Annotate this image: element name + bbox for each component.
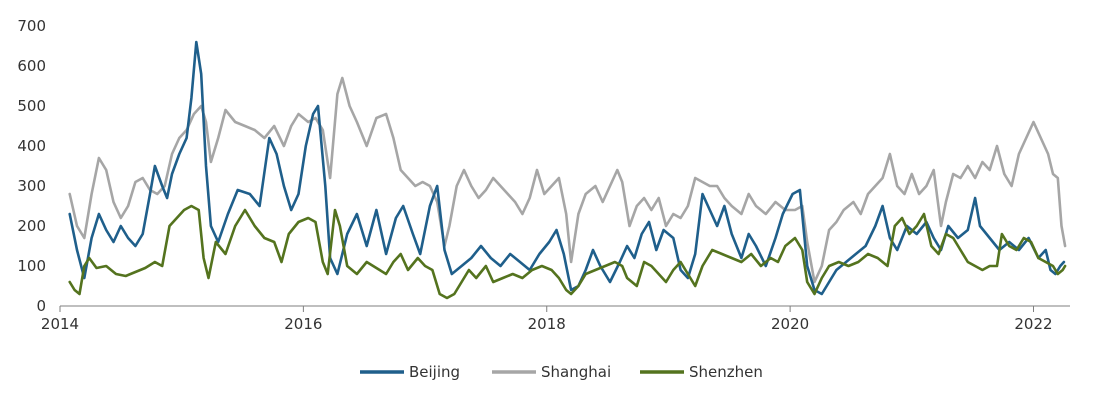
y-tick-label: 600: [17, 57, 46, 75]
series-line-beijing: [68, 40, 1066, 296]
legend-label-shenzhen: Shenzhen: [689, 363, 763, 381]
x-tick-label: 2022: [1014, 315, 1052, 333]
x-tick-label: 2014: [41, 315, 79, 333]
x-axis-ticks: 2014 2016 2018 2020 2022: [41, 306, 1053, 333]
x-tick-label: 2018: [528, 315, 566, 333]
y-tick-label: 100: [17, 257, 46, 275]
series-line-shanghai: [68, 76, 1067, 284]
y-tick-label: 700: [17, 17, 46, 35]
y-axis-ticks: 0 100 200 300 400 500 600 700: [17, 17, 46, 315]
y-tick-label: 200: [17, 217, 46, 235]
y-tick-label: 300: [17, 177, 46, 195]
legend: Beijing Shanghai Shenzhen: [360, 363, 763, 381]
y-tick-label: 500: [17, 97, 46, 115]
x-tick-label: 2016: [284, 315, 322, 333]
y-tick-label: 400: [17, 137, 46, 155]
series-layer: [68, 40, 1067, 300]
legend-label-shanghai: Shanghai: [541, 363, 611, 381]
plot-area: 2014 2016 2018 2020 2022 0 100 200 300 400 500 600…: [17, 17, 1070, 333]
y-tick-label: 0: [36, 297, 46, 315]
x-tick-label: 2020: [771, 315, 809, 333]
series-line-shenzhen: [68, 204, 1067, 300]
legend-label-beijing: Beijing: [409, 363, 460, 381]
